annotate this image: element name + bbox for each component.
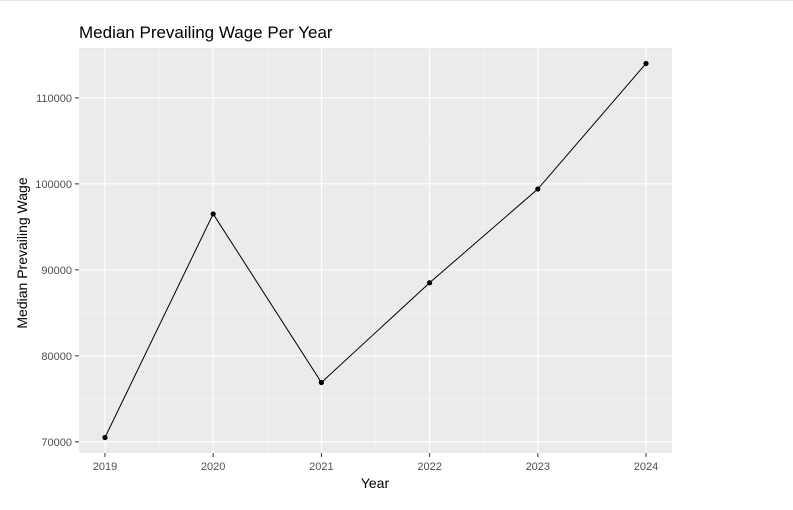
x-axis-tick-labels: 2019 2020 2021 2022 2023 2024 [93, 461, 659, 473]
data-point [643, 60, 649, 67]
axis-ticks [75, 97, 647, 457]
y-axis-tick-labels: 70000 80000 90000 100000 110000 [35, 93, 72, 449]
y-tick-label: 90000 [41, 265, 72, 277]
minor-gridlines [79, 48, 672, 453]
y-tick-label: 80000 [41, 351, 72, 363]
data-point [427, 280, 433, 286]
x-tick-label: 2021 [309, 461, 333, 473]
x-tick-label: 2024 [634, 461, 658, 473]
top-divider [0, 0, 793, 1]
major-gridlines [79, 48, 672, 453]
x-tick-label: 2020 [201, 461, 225, 473]
y-tick-label: 100000 [35, 179, 72, 191]
y-tick-label: 110000 [36, 93, 72, 105]
data-point [210, 211, 216, 217]
x-axis-title: Year [361, 475, 390, 491]
x-tick-label: 2022 [417, 461, 441, 473]
y-tick-label: 70000 [41, 437, 72, 449]
data-point [535, 186, 541, 192]
series-line [104, 63, 647, 438]
x-tick-label: 2023 [526, 461, 550, 473]
data-point [318, 379, 324, 386]
series-layer [102, 60, 649, 441]
y-axis-title: Median Prevailing Wage [14, 177, 30, 328]
x-tick-label: 2019 [93, 461, 117, 473]
data-point [102, 434, 108, 441]
chart-title: Median Prevailing Wage Per Year [79, 23, 333, 42]
